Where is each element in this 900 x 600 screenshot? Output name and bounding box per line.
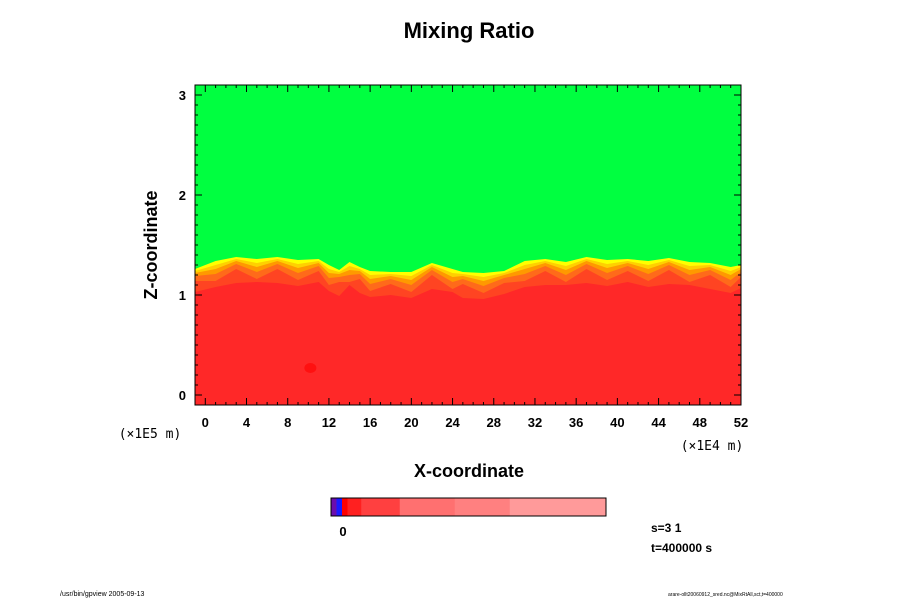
colorbar-segment (336, 498, 343, 516)
y-tick-label: 1 (179, 288, 186, 303)
x-tick-label: 0 (202, 415, 209, 430)
chart-title: Mixing Ratio (404, 18, 535, 43)
x-tick-label: 12 (322, 415, 336, 430)
colorbar (330, 497, 607, 517)
x-scale-label: (×1E4 m) (681, 439, 744, 454)
x-tick-label: 8 (284, 415, 291, 430)
x-tick-labels: 0 4 8 12 16 20 24 28 32 36 40 44 48 52 (202, 415, 749, 430)
footer-command: /usr/bin/gpview 2005-09-13 (60, 591, 145, 598)
t-info-label: t=400000 s (651, 541, 712, 555)
x-axis-label: X-coordinate (414, 461, 524, 481)
colorbar-segment (347, 498, 362, 516)
s-info-label: s=3 1 (651, 521, 682, 535)
plot-area (194, 84, 742, 406)
x-tick-label: 40 (610, 415, 624, 430)
colorbar-segment (361, 498, 401, 516)
x-tick-label: 36 (569, 415, 583, 430)
y-tick-label: 0 (179, 388, 186, 403)
y-axis-label: Z-coordinate (141, 190, 161, 299)
colorbar-segment (342, 498, 348, 516)
x-tick-label: 52 (734, 415, 748, 430)
colorbar-segment (331, 498, 337, 516)
lower-bulk-region (195, 282, 741, 405)
y-tick-label: 2 (179, 188, 186, 203)
x-tick-label: 4 (243, 415, 251, 430)
interface-bands (195, 257, 741, 405)
footer-source: arare-ollt20060912_sred.nc@MixRtAll,sct,… (668, 592, 783, 598)
colorbar-segment (454, 498, 511, 516)
axis-ticks (195, 85, 742, 405)
x-tick-label: 48 (693, 415, 707, 430)
colorbar-tick-label: 0 (339, 524, 346, 539)
colorbar-segment (399, 498, 456, 516)
x-tick-label: 20 (404, 415, 418, 430)
y-tick-labels: 0 1 2 3 (179, 88, 186, 403)
x-tick-label: 44 (651, 415, 666, 430)
x-tick-label: 28 (487, 415, 501, 430)
small-feature (304, 363, 317, 373)
x-tick-label: 16 (363, 415, 377, 430)
colorbar-segment (509, 498, 607, 516)
colorbar-frame (330, 497, 607, 517)
y-scale-label: (×1E5 m) (119, 427, 182, 442)
y-tick-label: 3 (179, 88, 186, 103)
x-tick-label: 24 (445, 415, 460, 430)
x-tick-label: 32 (528, 415, 542, 430)
